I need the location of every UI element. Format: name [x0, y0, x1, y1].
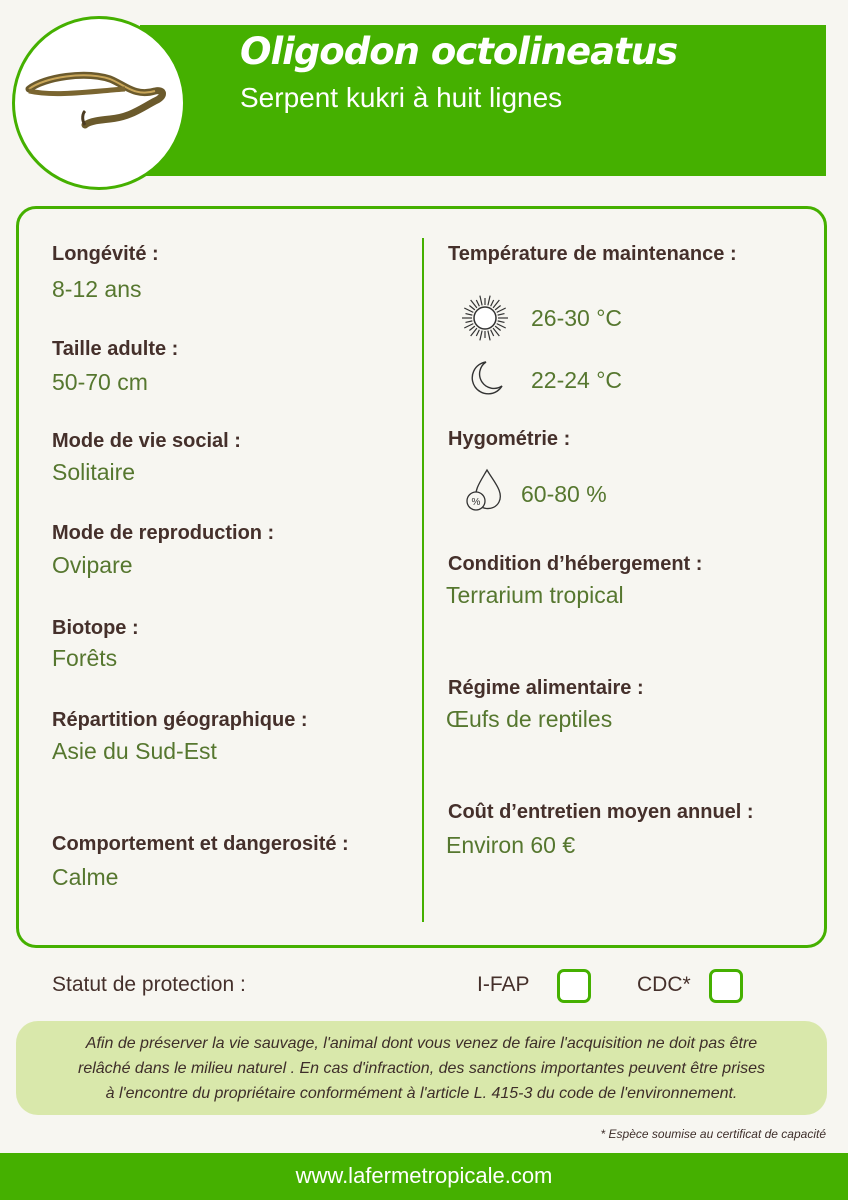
release-warning-note: Afin de préserver la vie sauvage, l'anim…	[16, 1021, 827, 1115]
cdc-checkbox[interactable]	[709, 969, 743, 1003]
footnote: * Espèce soumise au certificat de capaci…	[600, 1127, 826, 1141]
longevity-value: 8-12 ans	[52, 276, 142, 302]
moon-icon	[471, 361, 503, 395]
social-value: Solitaire	[52, 459, 136, 485]
footer-website-link[interactable]: www.lafermetropicale.com	[0, 1153, 848, 1200]
species-title: Oligodon octolineatus	[240, 30, 678, 73]
diet-value: Œufs de reptiles	[446, 706, 613, 732]
cost-value: Environ 60 €	[446, 832, 576, 858]
housing-label: Condition d’hébergement :	[448, 553, 703, 575]
protection-status-label: Statut de protection :	[52, 973, 246, 996]
snake-image-icon	[25, 71, 166, 129]
housing-value: Terrarium tropical	[446, 582, 624, 608]
biotope-value: Forêts	[52, 645, 118, 671]
behavior-value: Calme	[52, 864, 119, 890]
behavior-label: Comportement et dangerosité :	[52, 833, 349, 855]
common-name: Serpent kukri à huit lignes	[240, 82, 563, 113]
note-line: relâché dans le milieu naturel . En cas …	[78, 1060, 765, 1077]
note-line: à l'encontre du propriétaire conformémen…	[105, 1085, 738, 1102]
social-label: Mode de vie social :	[52, 430, 241, 452]
header-banner	[140, 25, 826, 176]
column-divider	[422, 238, 424, 922]
diet-label: Régime alimentaire :	[448, 677, 644, 699]
svg-text:%: %	[472, 497, 481, 508]
note-line: Afin de préserver la vie sauvage, l'anim…	[85, 1035, 758, 1052]
ifap-label: I-FAP	[477, 973, 530, 996]
biotope-label: Biotope :	[52, 617, 139, 639]
snake-photo	[12, 16, 186, 190]
sun-icon	[462, 295, 508, 341]
info-card	[16, 206, 827, 948]
reproduction-label: Mode de reproduction :	[52, 522, 275, 544]
longevity-label: Longévité :	[52, 243, 159, 265]
reproduction-value: Ovipare	[52, 552, 133, 578]
humidity-label: Hygométrie :	[448, 428, 571, 450]
distribution-value: Asie du Sud-Est	[52, 738, 217, 764]
temperature-label: Température de maintenance :	[448, 243, 737, 265]
distribution-label: Répartition géographique :	[52, 709, 308, 731]
adult-size-value: 50-70 cm	[52, 369, 148, 395]
cdc-label: CDC*	[637, 973, 691, 996]
day-temperature: 26-30 °C	[531, 305, 623, 331]
humidity-value: 60-80 %	[521, 481, 607, 507]
humidity-drop-icon: %	[466, 468, 501, 511]
adult-size-label: Taille adulte :	[52, 338, 179, 360]
cost-label: Coût d’entretien moyen annuel :	[448, 801, 754, 823]
night-temperature: 22-24 °C	[531, 367, 623, 393]
ifap-checkbox[interactable]	[557, 969, 591, 1003]
